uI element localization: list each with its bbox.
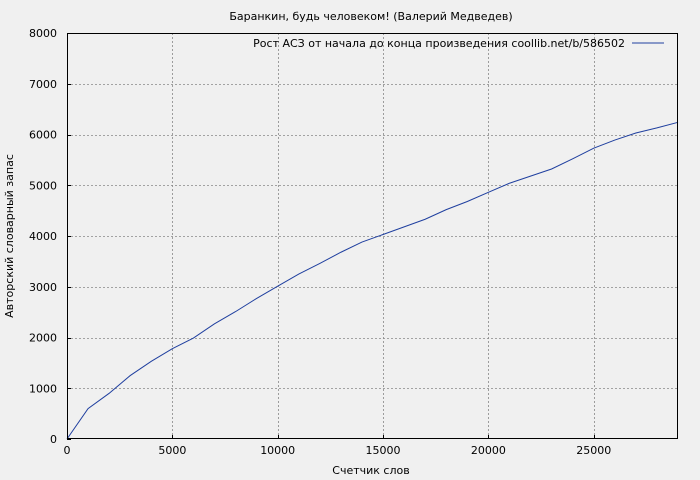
y-tick-label: 5000 [29,179,57,192]
grid [67,33,678,439]
y-axis-label: Авторский словарный запас [3,154,16,318]
y-tick-label: 2000 [29,332,57,345]
legend-entry-label: Рост АСЗ от начала до конца произведения… [253,37,625,50]
y-tick-label: 4000 [29,230,57,243]
y-tick-label: 6000 [29,129,57,142]
x-tick-label: 0 [64,444,71,457]
x-tick-label: 25000 [576,444,611,457]
x-axis-label: Счетчик слов [332,464,409,477]
y-tick-label: 3000 [29,281,57,294]
chart-title: Баранкин, будь человеком! (Валерий Медве… [229,10,512,23]
y-tick-label: 7000 [29,78,57,91]
x-axis-ticks: 0 5000 10000 15000 20000 25000 [64,435,611,457]
legend: Рост АСЗ от начала до конца произведения… [253,37,664,50]
plot-area [67,33,678,439]
x-tick-label: 15000 [366,444,401,457]
series-line-0 [66,121,679,440]
y-axis-ticks: 0 1000 2000 3000 4000 5000 6000 7000 8000 [29,27,71,446]
x-tick-label: 5000 [158,444,186,457]
y-tick-label: 8000 [29,27,57,40]
x-tick-label: 20000 [471,444,506,457]
x-tick-label: 10000 [260,444,295,457]
series-layer [66,121,679,440]
y-tick-label: 1000 [29,382,57,395]
y-tick-label: 0 [50,433,57,446]
